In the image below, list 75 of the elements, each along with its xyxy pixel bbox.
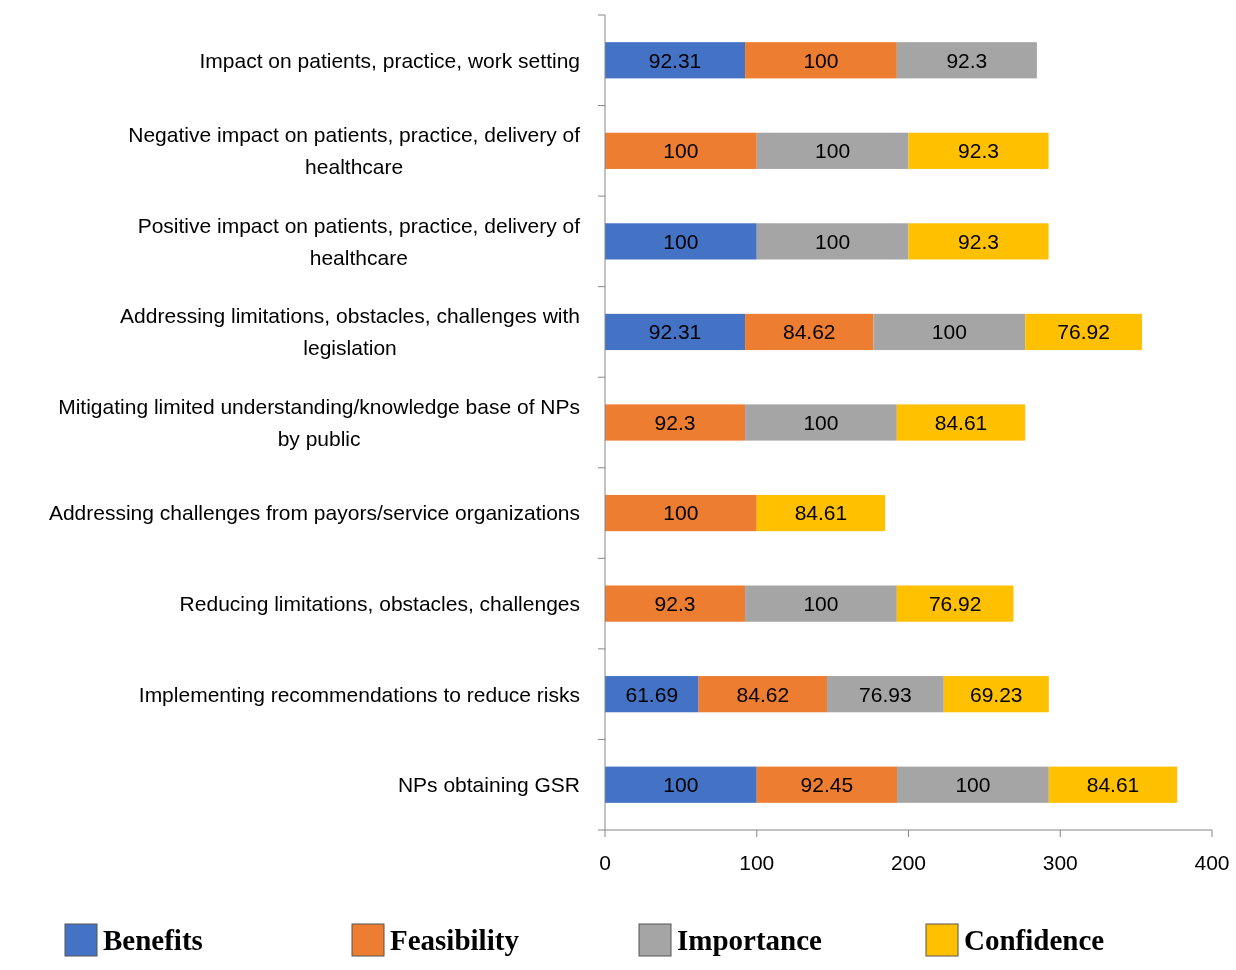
legend-label: Importance (677, 924, 823, 957)
data-label: 92.3 (958, 139, 999, 163)
bar (908, 132, 1049, 169)
x-tick-label: 300 (1042, 851, 1078, 874)
y-tick-label: Negative impact on patients, practice, delivery of healthcare (128, 123, 581, 179)
data-label: 100 (663, 229, 699, 253)
bar (873, 313, 1026, 351)
x-tick-label: 100 (739, 851, 775, 874)
bar (605, 132, 757, 169)
y-tick-label: NPs obtaining GSR (397, 773, 580, 797)
bar (745, 585, 897, 622)
data-label: 100 (803, 48, 839, 72)
data-label: 84.61 (934, 410, 988, 434)
x-tick-label: 200 (890, 851, 927, 874)
bar (605, 404, 746, 441)
data-label: 92.31 (648, 48, 702, 72)
data-label: 84.61 (1086, 773, 1140, 797)
bar (745, 313, 874, 351)
data-label: 61.69 (625, 682, 679, 706)
y-tick-label: Mitigating limited understanding/knowledge base of NPs by public (58, 394, 580, 450)
bar (605, 42, 746, 79)
data-label: 92.3 (654, 591, 696, 615)
y-tick-label: Impact on patients, practice, work setting (199, 48, 580, 72)
bar (827, 676, 944, 713)
bar (745, 404, 897, 441)
data-label: 92.3 (654, 410, 696, 434)
y-tick-label: Positive impact on patients, practice, delivery of healthcare (137, 213, 581, 269)
bar (605, 494, 757, 532)
data-label: 84.62 (736, 682, 790, 706)
bar (756, 223, 909, 260)
x-tick-label: 0 (599, 851, 611, 874)
bar (756, 132, 909, 169)
data-label: 100 (815, 229, 851, 253)
bar (756, 766, 898, 803)
bar (605, 223, 757, 260)
legend-label: Benefits (103, 924, 203, 957)
data-label: 76.92 (928, 591, 982, 615)
y-tick-label: Reducing limitations, obstacles, challenges (179, 591, 580, 615)
data-label: 92.31 (648, 320, 702, 344)
x-tick-label: 400 (1194, 851, 1230, 874)
bar (745, 42, 897, 79)
bar (896, 404, 1026, 441)
data-label: 69.23 (970, 682, 1023, 706)
bar (943, 676, 1049, 713)
bar (605, 585, 746, 622)
data-label: 100 (931, 320, 967, 344)
data-label: 84.61 (794, 501, 848, 525)
data-label: 76.93 (859, 682, 912, 706)
legend-label: Feasibility (390, 924, 520, 957)
data-label: 100 (663, 501, 699, 525)
legend-label: Confidence (964, 924, 1105, 957)
data-label: 76.92 (1057, 320, 1110, 344)
bar (1025, 313, 1142, 351)
bar (896, 585, 1014, 622)
bar (605, 313, 746, 351)
data-label: 92.3 (958, 229, 999, 253)
data-label: 84.62 (783, 320, 836, 344)
data-label: 100 (803, 591, 839, 615)
bar (1048, 766, 1178, 803)
data-label: 92.45 (800, 773, 854, 797)
bar (605, 766, 757, 803)
y-tick-label: Addressing challenges from payors/service organizations (48, 501, 580, 525)
data-label: 92.3 (946, 48, 988, 72)
data-label: 100 (815, 139, 851, 163)
data-label: 100 (663, 139, 699, 163)
data-label: 100 (803, 410, 839, 434)
bar (756, 494, 886, 532)
bar (698, 676, 828, 713)
bar (897, 766, 1049, 803)
data-label: 100 (663, 773, 699, 797)
y-tick-label: Addressing limitations, obstacles, challenges with legislation (120, 304, 580, 360)
bar (896, 42, 1037, 79)
bar (908, 223, 1049, 260)
data-label: 100 (955, 773, 991, 797)
y-tick-label: Implementing recommendations to reduce risks (138, 682, 580, 706)
